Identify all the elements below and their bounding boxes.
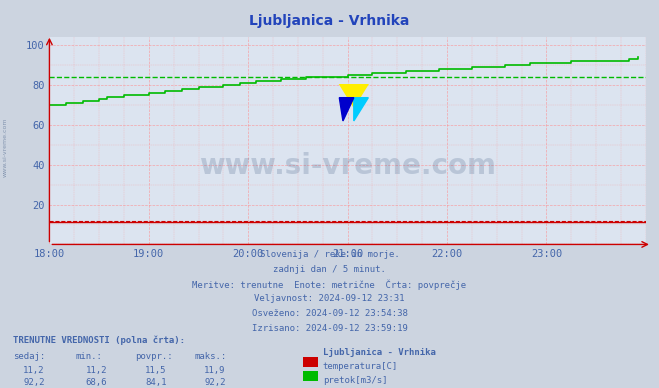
- Polygon shape: [354, 98, 368, 121]
- Text: www.si-vreme.com: www.si-vreme.com: [199, 152, 496, 180]
- Text: Ljubljanica - Vrhnika: Ljubljanica - Vrhnika: [249, 14, 410, 28]
- Text: 11,2: 11,2: [23, 366, 45, 375]
- Text: sedaj:: sedaj:: [13, 352, 45, 361]
- Text: Izrisano: 2024-09-12 23:59:19: Izrisano: 2024-09-12 23:59:19: [252, 324, 407, 333]
- Text: temperatura[C]: temperatura[C]: [323, 362, 398, 371]
- Text: TRENUTNE VREDNOSTI (polna črta):: TRENUTNE VREDNOSTI (polna črta):: [13, 336, 185, 345]
- Text: 68,6: 68,6: [86, 378, 107, 386]
- Text: zadnji dan / 5 minut.: zadnji dan / 5 minut.: [273, 265, 386, 274]
- Text: povpr.:: povpr.:: [135, 352, 173, 361]
- Text: maks.:: maks.:: [194, 352, 227, 361]
- Text: 92,2: 92,2: [204, 378, 226, 386]
- Text: 84,1: 84,1: [145, 378, 167, 386]
- Text: www.si-vreme.com: www.si-vreme.com: [3, 118, 8, 177]
- Text: Veljavnost: 2024-09-12 23:31: Veljavnost: 2024-09-12 23:31: [254, 294, 405, 303]
- Text: 11,2: 11,2: [86, 366, 107, 375]
- Text: Osveženo: 2024-09-12 23:54:38: Osveženo: 2024-09-12 23:54:38: [252, 309, 407, 318]
- Polygon shape: [339, 84, 368, 107]
- Text: Slovenija / reke in morje.: Slovenija / reke in morje.: [260, 250, 399, 259]
- Text: 92,2: 92,2: [23, 378, 45, 386]
- Text: 11,9: 11,9: [204, 366, 226, 375]
- Text: min.:: min.:: [76, 352, 103, 361]
- Text: Ljubljanica - Vrhnika: Ljubljanica - Vrhnika: [323, 348, 436, 357]
- Polygon shape: [339, 98, 354, 121]
- Text: pretok[m3/s]: pretok[m3/s]: [323, 376, 387, 385]
- Text: Meritve: trenutne  Enote: metrične  Črta: povprečje: Meritve: trenutne Enote: metrične Črta: …: [192, 280, 467, 290]
- Text: 11,5: 11,5: [145, 366, 167, 375]
